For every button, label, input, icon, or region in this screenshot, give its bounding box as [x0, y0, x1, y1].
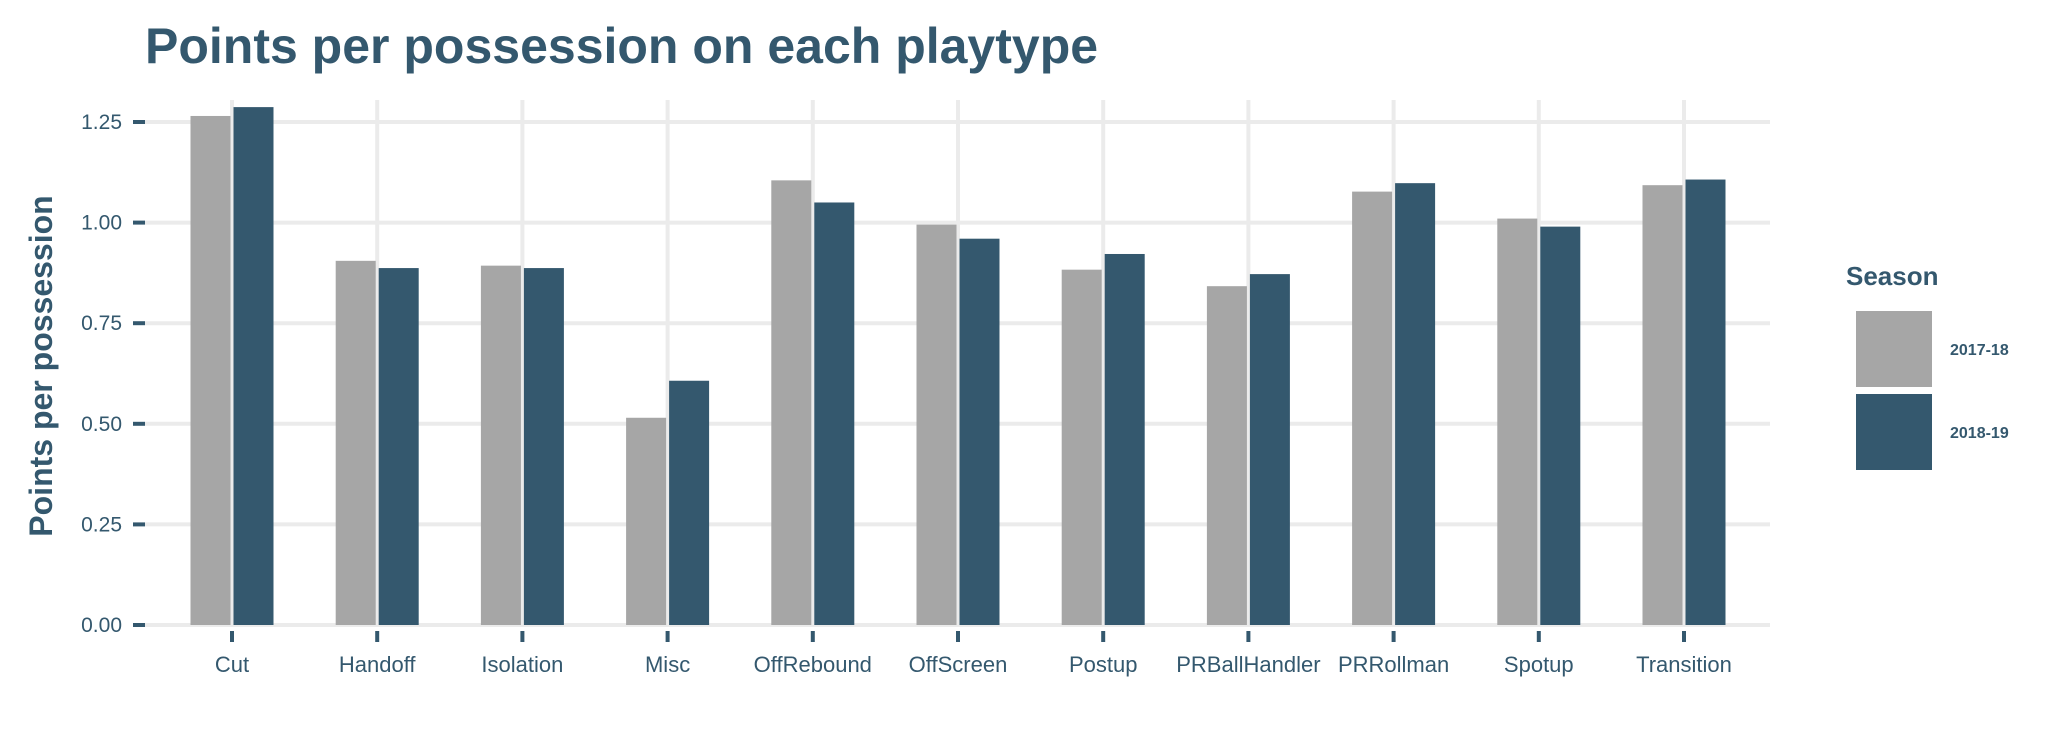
- bar-2018-19-OffScreen: [959, 238, 1000, 626]
- x-tick-label: Cut: [215, 652, 249, 677]
- legend-key-2017-18: [1856, 311, 1932, 387]
- x-tick-label: Misc: [645, 652, 690, 677]
- bars: [190, 107, 1726, 626]
- bar-2018-19-Cut: [233, 107, 274, 625]
- bar-2018-19-PRRollman: [1395, 183, 1436, 625]
- legend-key-2018-19: [1856, 394, 1932, 470]
- bar-2017-18-Spotup: [1497, 218, 1538, 626]
- x-tick-label: OffRebound: [754, 652, 872, 677]
- bar-2018-19-Misc: [669, 380, 710, 625]
- bar-2017-18-Postup: [1061, 269, 1102, 625]
- x-tick-label: Handoff: [339, 652, 417, 677]
- bar-2017-18-Transition: [1642, 185, 1683, 625]
- bar-2018-19-PRBallHandler: [1249, 274, 1290, 625]
- bar-2018-19-Isolation: [523, 268, 564, 625]
- x-tick-label: OffScreen: [909, 652, 1008, 677]
- y-tick-label: 0.75: [81, 312, 122, 335]
- y-axis: 0.00 0.25 0.50 0.75 1.00 1.25: [81, 111, 145, 637]
- y-axis-label: Points per possession: [23, 195, 59, 536]
- y-tick-label: 0.00: [81, 614, 122, 637]
- x-tick-label: Transition: [1636, 652, 1732, 677]
- bar-2017-18-Isolation: [480, 265, 521, 625]
- x-tick-label: Spotup: [1504, 652, 1574, 677]
- legend-label: 2017-18: [1950, 342, 2009, 359]
- bar-2017-18-OffRebound: [771, 180, 812, 625]
- x-tick-label: PRRollman: [1338, 652, 1449, 677]
- legend: Season 2017-18 2018-19: [1846, 261, 2009, 470]
- legend-title: Season: [1846, 261, 1939, 291]
- y-tick-label: 0.25: [81, 513, 122, 536]
- bar-2017-18-OffScreen: [916, 224, 957, 625]
- bar-2018-19-Spotup: [1540, 226, 1581, 625]
- legend-label: 2018-19: [1950, 425, 2009, 442]
- bar-2018-19-Transition: [1685, 179, 1726, 625]
- bar-2017-18-PRBallHandler: [1206, 286, 1247, 625]
- bar-2017-18-Misc: [626, 417, 667, 625]
- y-tick-label: 1.25: [81, 111, 122, 134]
- bar-2018-19-Handoff: [378, 268, 419, 625]
- x-tick-label: Isolation: [481, 652, 563, 677]
- bar-2018-19-Postup: [1104, 253, 1145, 626]
- y-tick-label: 1.00: [81, 212, 122, 235]
- chart-title: Points per possession on each playtype: [145, 18, 1098, 74]
- bar-2017-18-Handoff: [335, 260, 376, 625]
- bar-2017-18-Cut: [190, 115, 231, 626]
- x-tick-label: PRBallHandler: [1176, 652, 1320, 677]
- y-tick-label: 0.50: [81, 413, 122, 436]
- x-axis: Cut Handoff Isolation Misc OffRebound OffScre…: [215, 631, 1732, 677]
- bar-2018-19-OffRebound: [814, 202, 855, 626]
- bar-2017-18-PRRollman: [1352, 191, 1393, 625]
- x-tick-label: Postup: [1069, 652, 1138, 677]
